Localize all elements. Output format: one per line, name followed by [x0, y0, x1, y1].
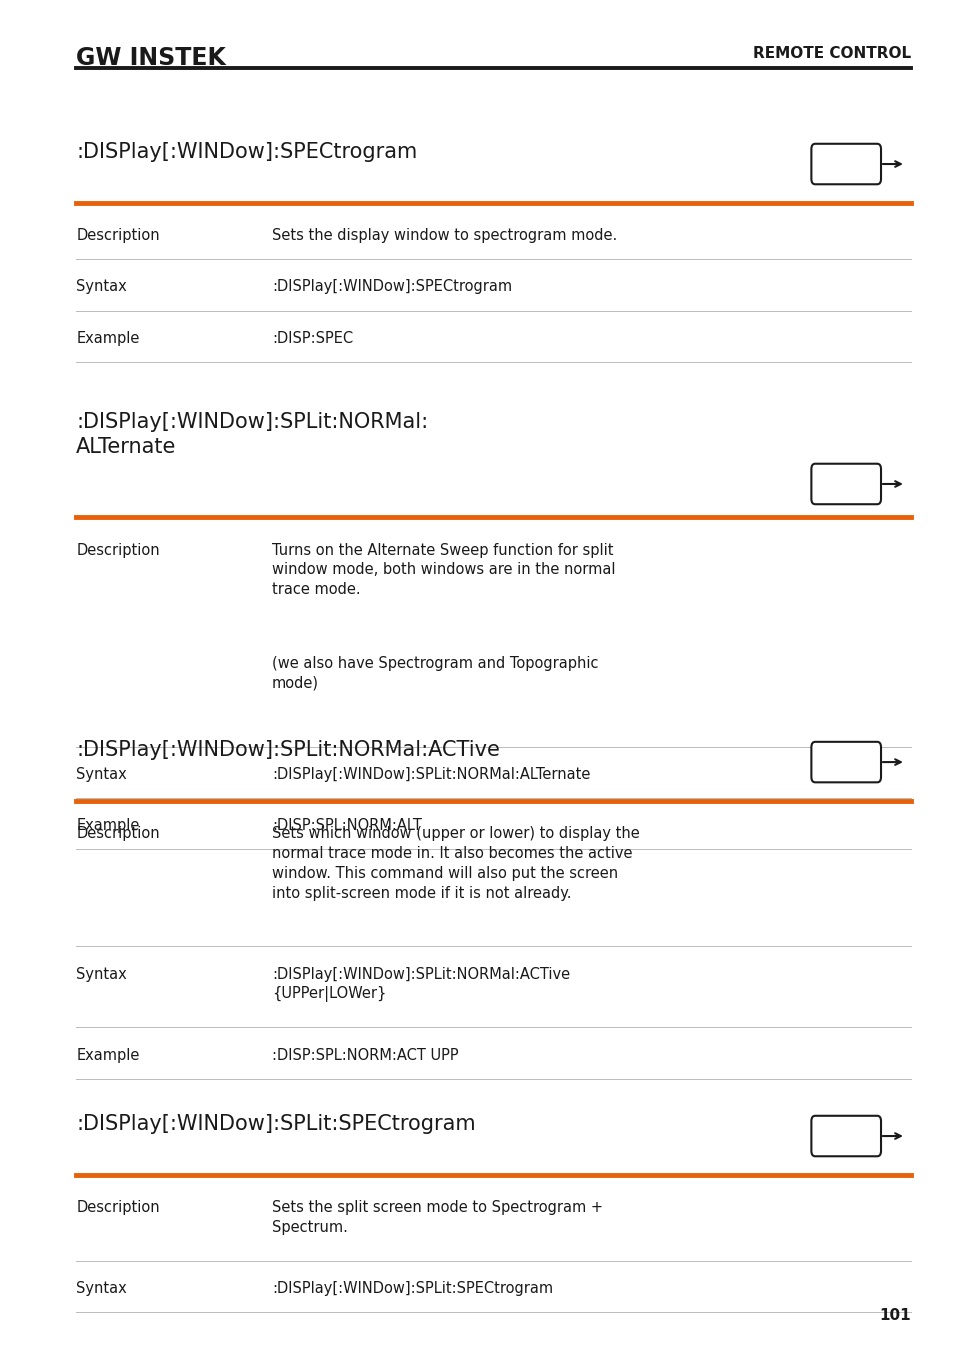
Text: :DISP:SPL:NORM:ALT: :DISP:SPL:NORM:ALT — [272, 818, 421, 833]
Text: :DISPlay[:WINDow]:SPLit:NORMal:ALTernate: :DISPlay[:WINDow]:SPLit:NORMal:ALTernate — [272, 767, 590, 782]
Text: :DISP:SPEC: :DISP:SPEC — [272, 331, 353, 346]
Text: Example: Example — [76, 818, 139, 833]
Text: Description: Description — [76, 1200, 160, 1215]
Text: Sets the split screen mode to Spectrogram +
Spectrum.: Sets the split screen mode to Spectrogra… — [272, 1200, 602, 1235]
FancyBboxPatch shape — [810, 143, 881, 184]
Text: Description: Description — [76, 543, 160, 558]
Text: :DISPlay[:WINDow]:SPLit:SPECtrogram: :DISPlay[:WINDow]:SPLit:SPECtrogram — [76, 1114, 476, 1134]
Text: Turns on the Alternate Sweep function for split
window mode, both windows are in: Turns on the Alternate Sweep function fo… — [272, 543, 615, 597]
Text: REMOTE CONTROL: REMOTE CONTROL — [752, 46, 910, 61]
Text: Syntax: Syntax — [76, 1281, 127, 1296]
Text: :DISPlay[:WINDow]:SPECtrogram: :DISPlay[:WINDow]:SPECtrogram — [272, 279, 512, 294]
Text: :DISPlay[:WINDow]:SPECtrogram: :DISPlay[:WINDow]:SPECtrogram — [76, 142, 417, 162]
Text: Syntax: Syntax — [76, 767, 127, 782]
FancyBboxPatch shape — [810, 464, 881, 505]
FancyBboxPatch shape — [810, 1115, 881, 1156]
Text: Description: Description — [76, 826, 160, 841]
Text: GW INSTEK: GW INSTEK — [76, 46, 226, 70]
Text: Description: Description — [76, 228, 160, 243]
Text: :DISPlay[:WINDow]:SPLit:NORMal:
ALTernate: :DISPlay[:WINDow]:SPLit:NORMal: ALTernat… — [76, 412, 428, 456]
Text: Syntax: Syntax — [76, 279, 127, 294]
Text: :DISP:SPL:NORM:ACT UPP: :DISP:SPL:NORM:ACT UPP — [272, 1048, 458, 1062]
Text: :DISPlay[:WINDow]:SPLit:NORMal:ACTive
{UPPer|LOWer}: :DISPlay[:WINDow]:SPLit:NORMal:ACTive {U… — [272, 967, 569, 1003]
Text: Sets the display window to spectrogram mode.: Sets the display window to spectrogram m… — [272, 228, 617, 243]
Text: :DISPlay[:WINDow]:SPLit:SPECtrogram: :DISPlay[:WINDow]:SPLit:SPECtrogram — [272, 1281, 553, 1296]
Text: Sets which window (upper or lower) to display the
normal trace mode in. It also : Sets which window (upper or lower) to di… — [272, 826, 639, 900]
Text: Example: Example — [76, 331, 139, 346]
FancyBboxPatch shape — [810, 743, 881, 783]
Text: Syntax: Syntax — [76, 967, 127, 981]
Text: 101: 101 — [879, 1308, 910, 1323]
Text: :DISPlay[:WINDow]:SPLit:NORMal:ACTive: :DISPlay[:WINDow]:SPLit:NORMal:ACTive — [76, 740, 499, 760]
Text: (we also have Spectrogram and Topographic
mode): (we also have Spectrogram and Topographi… — [272, 656, 598, 691]
Text: Example: Example — [76, 1048, 139, 1062]
